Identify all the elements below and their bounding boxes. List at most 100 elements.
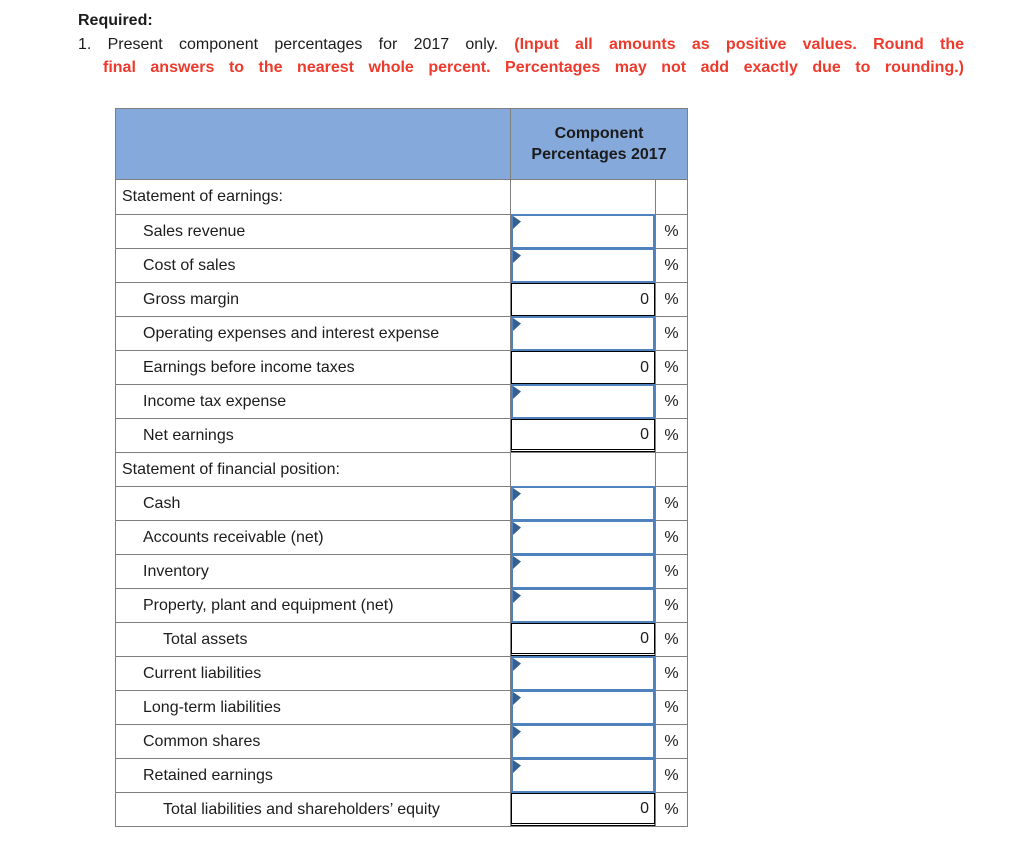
percentage-input-field[interactable]	[513, 692, 653, 723]
percent-sign: %	[664, 392, 679, 410]
percentage-input-field[interactable]	[513, 556, 653, 587]
percentage-input[interactable]	[511, 758, 655, 793]
percent-sign: %	[664, 698, 679, 716]
row-value-cell	[510, 453, 656, 486]
percent-sign: %	[664, 630, 679, 648]
computed-value: 0	[640, 629, 649, 647]
table-row: Net earnings 0 %	[116, 418, 687, 452]
row-label: Total assets	[163, 630, 248, 648]
row-label: Property, plant and equipment (net)	[143, 596, 394, 614]
instruction-warning-text: (Input all amounts as positive values. R…	[514, 36, 965, 53]
row-label: Common shares	[143, 732, 261, 750]
instruction-line-2: final answers to the nearest whole perce…	[103, 59, 964, 76]
row-label: Current liabilities	[143, 664, 262, 682]
percentage-input-field[interactable]	[513, 760, 653, 791]
table-row: Retained earnings %	[116, 758, 687, 793]
row-value-cell	[510, 724, 656, 759]
percentage-input[interactable]	[511, 588, 655, 623]
computed-value-box: 0	[511, 623, 655, 656]
row-label: Operating expenses and interest expense	[143, 324, 440, 342]
row-label: Net earnings	[143, 426, 234, 444]
row-label: Earnings before income taxes	[143, 358, 355, 376]
row-value-cell: 0	[510, 351, 656, 384]
table-header-title: Component Percentages 2017	[510, 109, 687, 179]
row-value-cell	[510, 656, 656, 691]
row-label: Income tax expense	[143, 392, 287, 410]
table-row: Property, plant and equipment (net) %	[116, 588, 687, 623]
row-value-cell	[510, 690, 656, 725]
row-value-cell	[510, 758, 656, 793]
percentage-input-field[interactable]	[513, 658, 653, 689]
percentage-input-field[interactable]	[513, 590, 653, 621]
table-row: Income tax expense %	[116, 384, 687, 419]
percentage-input-field[interactable]	[513, 522, 653, 553]
row-value-cell: 0	[510, 283, 656, 316]
percent-sign: %	[664, 596, 679, 614]
percentage-input[interactable]	[511, 656, 655, 691]
row-value-cell	[510, 588, 656, 623]
percent-sign: %	[664, 426, 679, 444]
row-label: Long-term liabilities	[143, 698, 281, 716]
table-header: Component Percentages 2017	[116, 109, 687, 180]
row-label: Inventory	[143, 562, 209, 580]
percentage-input[interactable]	[511, 690, 655, 725]
table-header-title-line2: Percentages 2017	[531, 146, 667, 163]
percent-sign: %	[664, 494, 679, 512]
computed-value: 0	[640, 425, 649, 443]
table-row: Common shares %	[116, 724, 687, 759]
row-value-cell: 0	[510, 793, 656, 826]
percentage-input-field[interactable]	[513, 216, 653, 247]
row-label: Gross margin	[143, 290, 240, 308]
percent-sign: %	[664, 324, 679, 342]
percentage-input[interactable]	[511, 520, 655, 555]
row-label: Statement of earnings:	[122, 188, 283, 205]
table-header-empty-cell	[116, 109, 510, 179]
percentage-input-field[interactable]	[513, 318, 653, 349]
required-label: Required:	[78, 12, 153, 29]
table-row: Operating expenses and interest expense …	[116, 316, 687, 351]
table-row: Total assets 0 %	[116, 622, 687, 656]
percentage-input-field[interactable]	[513, 386, 653, 417]
component-percentages-table: Component Percentages 2017 Statement of …	[115, 108, 688, 827]
percentage-input-field[interactable]	[513, 488, 653, 519]
table-row: Cost of sales %	[116, 248, 687, 283]
instruction-text: 1. Present component percentages for 201…	[78, 33, 964, 79]
table-row: Earnings before income taxes 0 %	[116, 350, 687, 384]
percentage-input-field[interactable]	[513, 250, 653, 281]
percentage-input[interactable]	[511, 214, 655, 249]
percentage-input[interactable]	[511, 248, 655, 283]
computed-value-box: 0	[511, 793, 655, 826]
row-value-cell	[510, 384, 656, 419]
table-row: Statement of financial position:	[116, 452, 687, 486]
row-value-cell	[510, 554, 656, 589]
table-row: Current liabilities %	[116, 656, 687, 691]
row-value-cell	[510, 316, 656, 351]
percent-sign: %	[664, 766, 679, 784]
percentage-input[interactable]	[511, 724, 655, 759]
row-value-cell	[510, 486, 656, 521]
row-label: Statement of financial position:	[122, 460, 340, 478]
instruction-black-text: 1. Present component percentages for 201…	[78, 36, 499, 53]
row-label: Cost of sales	[143, 256, 236, 274]
percentage-input[interactable]	[511, 384, 655, 419]
row-label: Accounts receivable (net)	[143, 528, 324, 546]
table-row: Cash %	[116, 486, 687, 521]
row-label: Sales revenue	[143, 222, 246, 240]
table-row: Gross margin 0 %	[116, 282, 687, 316]
computed-value-box: 0	[511, 419, 655, 452]
percentage-input-field[interactable]	[513, 726, 653, 757]
table-body: Statement of earnings: Sales revenue % C…	[116, 180, 687, 826]
table-header-title-line1: Component	[554, 125, 644, 142]
percent-sign: %	[664, 358, 679, 376]
row-value-cell	[510, 214, 656, 249]
percent-sign: %	[664, 222, 679, 240]
table-row: Accounts receivable (net) %	[116, 520, 687, 555]
percentage-input[interactable]	[511, 554, 655, 589]
table-row: Long-term liabilities %	[116, 690, 687, 725]
table-row: Total liabilities and shareholders’ equi…	[116, 792, 687, 826]
percentage-input[interactable]	[511, 316, 655, 351]
row-label: Retained earnings	[143, 766, 273, 784]
percentage-input[interactable]	[511, 486, 655, 521]
computed-value: 0	[640, 290, 649, 308]
percent-sign: %	[664, 732, 679, 750]
